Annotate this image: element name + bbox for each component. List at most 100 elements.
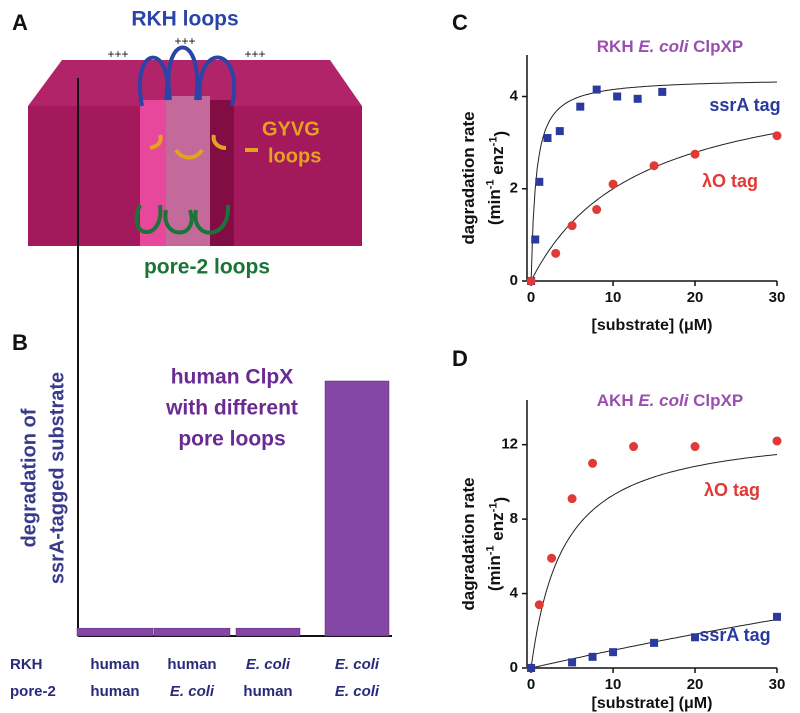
charge-label: +++	[107, 47, 128, 61]
data-point	[526, 276, 536, 286]
fit-curve	[530, 81, 778, 282]
data-point	[658, 87, 667, 96]
data-point	[567, 494, 577, 504]
chart-title-part: ClpXP	[688, 391, 743, 410]
chart-title: RKH E. coli ClpXP	[597, 37, 743, 56]
x-tick-label: human	[243, 683, 292, 700]
data-point	[576, 102, 585, 111]
data-point	[531, 235, 540, 244]
y-axis-label-part: )	[491, 131, 510, 137]
data-point	[535, 177, 544, 186]
data-point	[609, 648, 618, 657]
charge-label: +++	[244, 47, 265, 61]
x-tick-label: E. coli	[170, 683, 215, 700]
x-tick-label: E. coli	[335, 656, 380, 673]
charge-label: +++	[174, 34, 195, 48]
gyvg-label: loops	[268, 145, 321, 167]
data-point	[772, 131, 782, 141]
pore-left	[140, 100, 166, 246]
data-point	[633, 94, 642, 103]
data-point	[588, 458, 598, 468]
data-point	[690, 442, 700, 452]
y-axis-label-part: -1	[487, 503, 499, 513]
data-point	[527, 664, 536, 672]
x-tick-label: human	[90, 656, 139, 673]
x-tick-label: 0	[527, 676, 535, 693]
data-point	[608, 179, 618, 189]
panel-label: B	[12, 330, 28, 355]
y-tick-label: 2	[510, 180, 518, 197]
x-tick-label: 10	[605, 676, 622, 693]
pore-center	[166, 96, 210, 246]
series-label: ssrA tag	[709, 95, 780, 115]
y-axis-label: degradation of	[18, 408, 40, 547]
chart-title: human ClpX	[171, 366, 294, 389]
y-axis-label-part: dagradation rate	[459, 111, 478, 244]
x-tick-label: 20	[687, 289, 704, 306]
y-tick-label: 0	[510, 272, 518, 289]
y-axis-label-part: -1	[484, 179, 496, 189]
x-tick-label: 30	[769, 289, 786, 306]
x-tick-label: 10	[605, 289, 622, 306]
y-axis-label-part: enz	[488, 146, 507, 179]
gyvg-loops	[149, 134, 258, 160]
y-axis-label-part: -1	[487, 137, 499, 147]
data-point	[534, 600, 544, 610]
data-point	[555, 127, 564, 136]
y-axis-label: (min-1 enz-1)	[484, 497, 510, 591]
data-point	[543, 134, 552, 143]
y-tick-label: 8	[510, 510, 518, 527]
y-tick-label: 12	[501, 436, 518, 453]
x-tick-label: 30	[769, 676, 786, 693]
chart-title-part: RKH	[597, 37, 639, 56]
y-tick-label: 0	[510, 659, 518, 676]
gyvg-label: GYVG	[262, 118, 320, 140]
fit-curve	[530, 132, 778, 282]
y-axis-label: dagradation rate	[459, 111, 478, 244]
y-axis-label-part: (min	[485, 189, 504, 225]
data-point	[588, 652, 597, 661]
x-tick-label: E. coli	[246, 656, 291, 673]
panel-label: C	[452, 10, 468, 35]
pore2-label: pore-2 loops	[144, 256, 270, 279]
data-point	[773, 612, 781, 621]
top-face	[28, 60, 362, 106]
y-axis-label: (min-1 enz-1)	[484, 131, 510, 225]
data-point	[551, 248, 561, 258]
y-axis-label-part: (min	[485, 555, 504, 591]
rkh-label: RKH loops	[131, 8, 238, 31]
panel-label: A	[12, 10, 28, 35]
data-point	[568, 658, 577, 667]
series-label: ssrA tag	[699, 625, 770, 645]
pore2-loops	[134, 204, 231, 235]
bar	[153, 627, 231, 637]
y-axis-label-part: enz	[488, 512, 507, 545]
y-axis-label: ssrA-tagged substrate	[46, 372, 68, 584]
y-axis-label-part: -1	[484, 545, 496, 555]
row-label: RKH	[10, 656, 43, 673]
series-label: λO tag	[704, 480, 760, 500]
y-tick-label: 4	[510, 87, 519, 104]
chart-title: with different	[165, 397, 298, 420]
x-tick-label: 0	[527, 289, 535, 306]
chart-title-part: E. coli	[638, 37, 689, 56]
series-label: λO tag	[702, 171, 758, 191]
data-point	[772, 436, 782, 446]
data-point	[567, 221, 577, 231]
bar	[76, 627, 154, 637]
x-axis-label: [substrate] (μM)	[592, 695, 713, 712]
data-point	[649, 161, 659, 171]
x-axis-label: [substrate] (μM)	[592, 317, 713, 334]
data-point	[650, 638, 659, 647]
data-point	[592, 85, 601, 94]
rkh-loops	[138, 45, 237, 107]
data-point	[629, 442, 639, 452]
x-tick-label: human	[167, 656, 216, 673]
chart-title: AKH E. coli ClpXP	[597, 391, 743, 410]
x-tick-label: E. coli	[335, 683, 380, 700]
panel-label: D	[452, 346, 468, 371]
chart-title-part: ClpXP	[688, 37, 743, 56]
row-label: pore-2	[10, 683, 56, 700]
pore-diagram: A RKH loops +++ +++ +++ GYVG loops pore-…	[12, 8, 362, 279]
